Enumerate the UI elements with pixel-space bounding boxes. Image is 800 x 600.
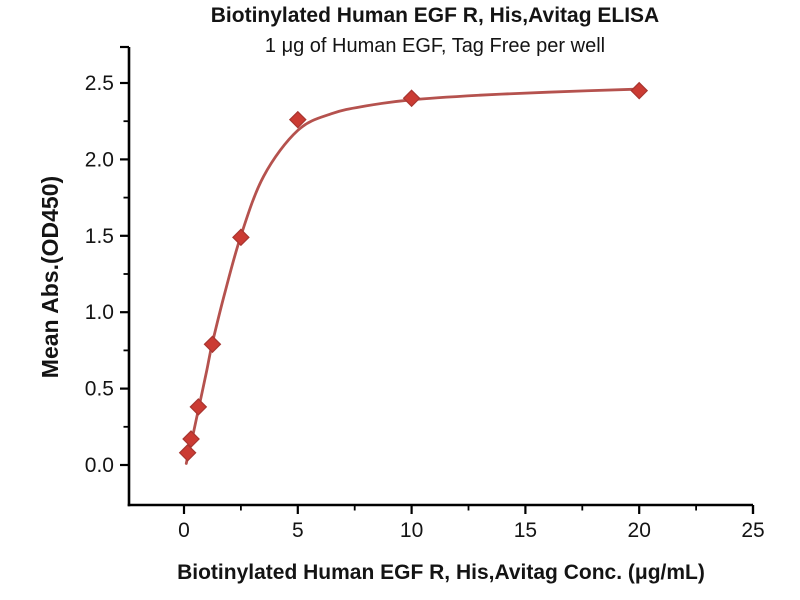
chart-subtitle: 1 μg of Human EGF, Tag Free per well <box>264 35 606 57</box>
y-tick-label: 1.0 <box>85 301 114 324</box>
x-tick-label: 15 <box>514 519 537 542</box>
x-tick-label: 10 <box>400 519 423 542</box>
fit-curve <box>184 87 641 465</box>
data-point-diamond <box>203 335 222 354</box>
data-point-diamond <box>402 89 421 108</box>
data-point-diamond <box>630 81 649 100</box>
chart-title: Biotinylated Human EGF R, His,Avitag ELI… <box>210 4 660 27</box>
y-tick-label: 2.5 <box>85 72 114 95</box>
y-tick-label: 2.0 <box>85 148 114 171</box>
x-tick-label: 20 <box>628 519 651 542</box>
data-point-diamond <box>182 430 200 448</box>
x-tick-label: 25 <box>741 519 764 542</box>
y-tick-label: 0.0 <box>85 454 114 477</box>
data-point-diamond <box>189 398 208 416</box>
data-point-diamond <box>288 110 307 129</box>
y-tick-label: 0.5 <box>85 378 114 401</box>
x-tick-label: 0 <box>178 519 190 542</box>
data-point-diamond <box>232 228 250 247</box>
x-tick-label: 5 <box>292 519 304 542</box>
y-tick-label: 1.5 <box>85 225 114 248</box>
y-axis-label: Mean Abs.(OD450) <box>37 175 63 379</box>
data-point-diamond <box>178 443 197 462</box>
x-axis-label: Biotinylated Human EGF R, His,Avitag Con… <box>177 561 705 584</box>
